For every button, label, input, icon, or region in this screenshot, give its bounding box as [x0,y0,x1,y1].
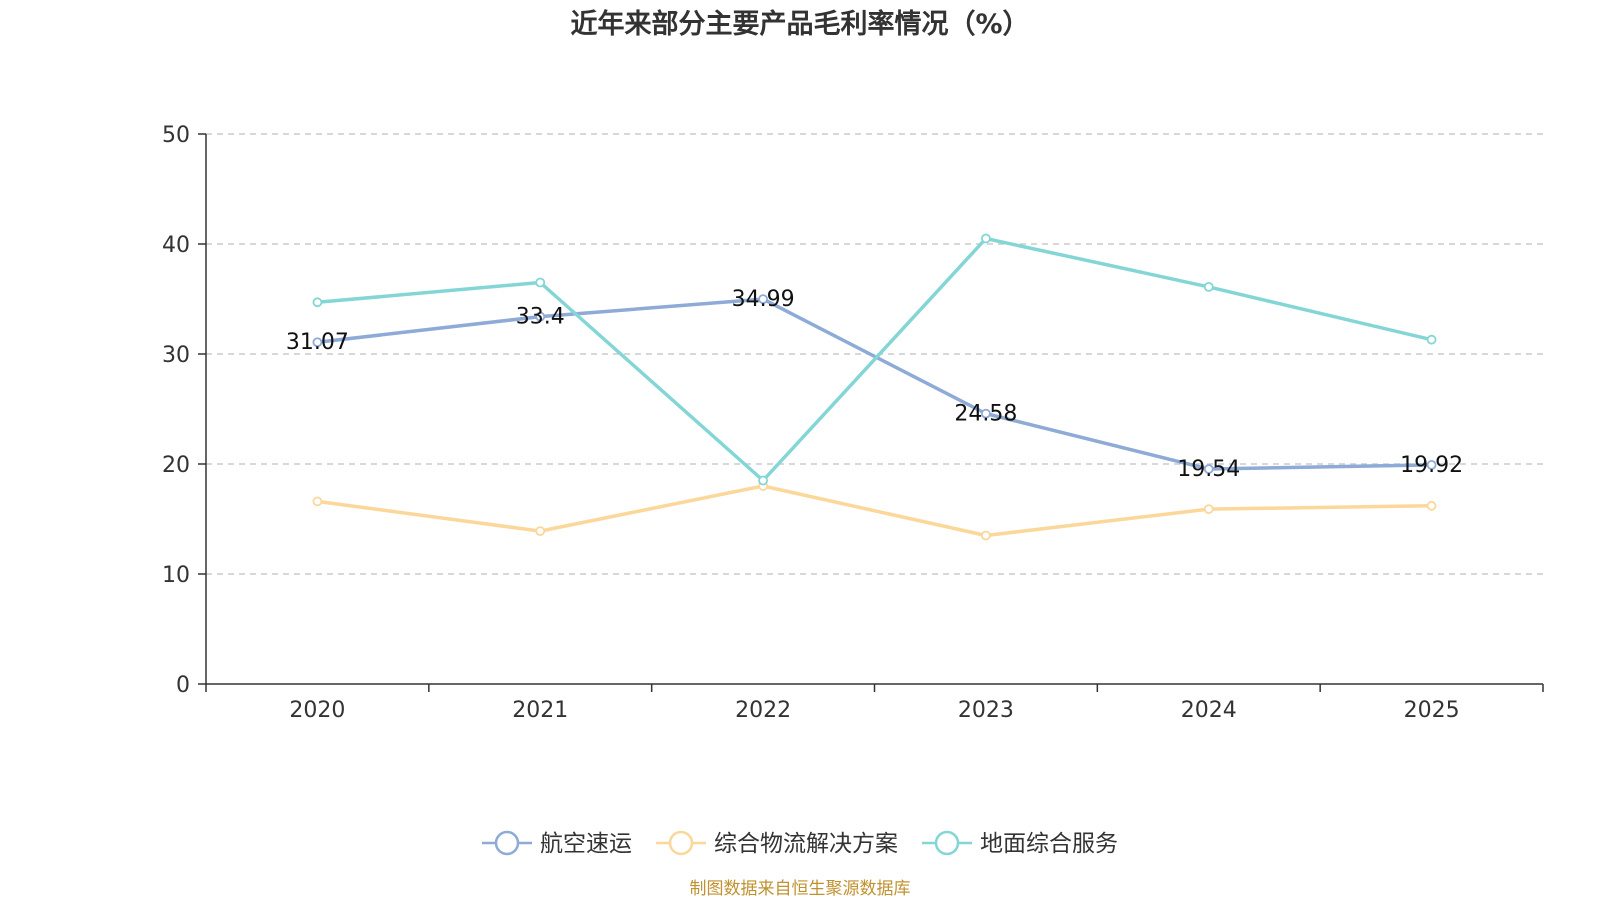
y-tick-label: 20 [162,453,190,478]
series-1 [312,294,1437,474]
series-2 [312,481,1437,541]
y-tick-label: 30 [162,343,190,368]
data-label: 33.4 [516,305,565,330]
series-line [315,484,1434,538]
gridlines [206,133,1543,575]
data-point [1426,334,1437,345]
legend-label: 地面综合服务 [980,831,1118,857]
x-tick-label: 2025 [1404,698,1460,723]
series-line [315,297,1434,471]
x-tick-label: 2022 [735,698,791,723]
x-tick-label: 2023 [958,698,1014,723]
data-point [981,233,991,244]
legend-marker-icon [494,830,520,856]
data-point [758,475,768,486]
data-point [981,408,991,419]
data-label: 19.54 [1177,457,1240,482]
series-line [315,236,1434,483]
data-point [1203,464,1214,474]
legend-marker-icon [668,830,694,856]
data-point [1203,504,1214,515]
data-point [535,277,546,288]
y-tick-label: 50 [162,123,190,148]
chart-title: 近年来部分主要产品毛利率情况（%） [570,8,1029,40]
legend-item: 综合物流解决方案 [656,830,898,857]
data-point [758,294,768,305]
data-point [312,337,323,348]
x-tick-label: 2020 [289,698,345,723]
source-note: 制图数据来自恒生聚源数据库 [690,879,911,899]
data-label: 31.07 [286,330,349,355]
legend-item: 航空速运 [482,830,632,857]
data-point [1426,459,1437,470]
axes: 0 10 20 30 40 50 2020 2021 2022 2023 2024 2025 [162,123,1544,723]
legend-marker-icon [934,830,960,856]
data-point [535,526,546,536]
data-point [312,496,323,507]
data-label: 24.58 [954,402,1017,427]
series-layer [312,233,1437,541]
data-label: 34.99 [732,287,795,312]
x-tick-label: 2024 [1181,698,1237,723]
data-point [535,311,546,322]
x-tick-label: 2021 [512,698,568,723]
y-tick-label: 40 [162,233,190,258]
y-tick-label: 0 [176,673,190,698]
data-label: 19.92 [1400,453,1463,478]
data-point [312,297,323,308]
data-labels: 31.07 33.4 34.99 24.58 19.54 19.92 [286,287,1463,482]
legend-label: 综合物流解决方案 [714,831,898,857]
series-3 [312,233,1437,486]
data-point [1203,281,1214,292]
data-point [981,530,991,541]
legend-label: 航空速运 [540,831,632,857]
y-tick-label: 10 [162,563,190,588]
data-point [1426,500,1437,511]
legend: 航空速运 综合物流解决方案 地面综合服务 [482,830,1118,857]
legend-item: 地面综合服务 [922,830,1118,857]
